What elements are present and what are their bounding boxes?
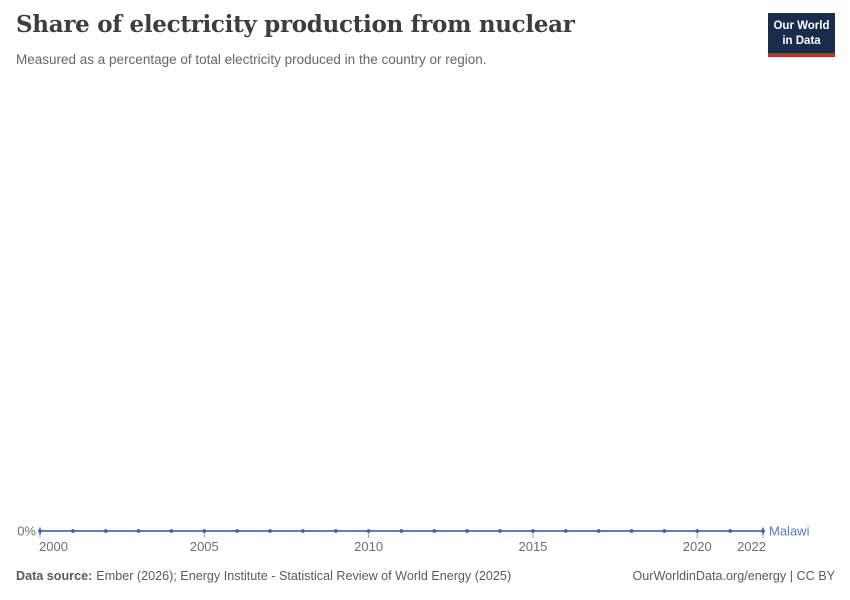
owid-logo-line2: in Data (782, 34, 821, 47)
data-point[interactable] (70, 529, 75, 533)
data-point[interactable] (432, 529, 437, 533)
data-point[interactable] (728, 529, 733, 533)
x-axis-tick-label: 2000 (39, 539, 68, 554)
x-axis-tick-label: 2010 (354, 539, 383, 554)
chart-footer: Data source: Ember (2026); Energy Institu… (16, 569, 835, 583)
x-axis-tick-label: 2015 (518, 539, 547, 554)
data-point[interactable] (38, 529, 42, 533)
license-link[interactable]: OurWorldinData.org/energy | CC BY (632, 569, 835, 583)
data-point[interactable] (761, 529, 765, 533)
data-point[interactable] (366, 529, 371, 533)
data-point[interactable] (333, 529, 338, 533)
data-point[interactable] (136, 529, 141, 533)
data-point[interactable] (695, 529, 700, 533)
data-source-note: Data source: Ember (2026); Energy Institu… (16, 569, 511, 583)
data-point[interactable] (531, 529, 535, 533)
data-point[interactable] (662, 529, 667, 533)
data-point[interactable] (235, 529, 240, 533)
data-point[interactable] (596, 529, 601, 533)
x-axis-tick-label: 2020 (683, 539, 712, 554)
data-point[interactable] (629, 529, 634, 533)
data-point[interactable] (399, 529, 404, 533)
data-source-text: Ember (2026); Energy Institute - Statist… (96, 569, 512, 583)
entity-label: Malawi (769, 524, 810, 539)
chart-title: Share of electricity production from nuc… (16, 11, 575, 38)
y-axis-tick-label: 0% (17, 524, 36, 539)
data-point[interactable] (103, 529, 108, 533)
data-point[interactable] (301, 529, 305, 533)
data-point[interactable] (169, 529, 174, 533)
owid-logo-line1: Our World (773, 20, 830, 32)
data-point[interactable] (465, 529, 470, 533)
data-point[interactable] (268, 529, 272, 533)
x-axis-tick-label: 2022 (737, 539, 766, 554)
data-source-label: Data source: (16, 569, 93, 583)
data-point[interactable] (202, 529, 207, 533)
chart-subtitle: Measured as a percentage of total electr… (16, 52, 487, 67)
owid-logo[interactable]: Our World in Data (768, 13, 835, 58)
data-point[interactable] (563, 529, 568, 533)
x-axis-tick-label: 2005 (190, 539, 219, 554)
data-point[interactable] (498, 529, 502, 533)
